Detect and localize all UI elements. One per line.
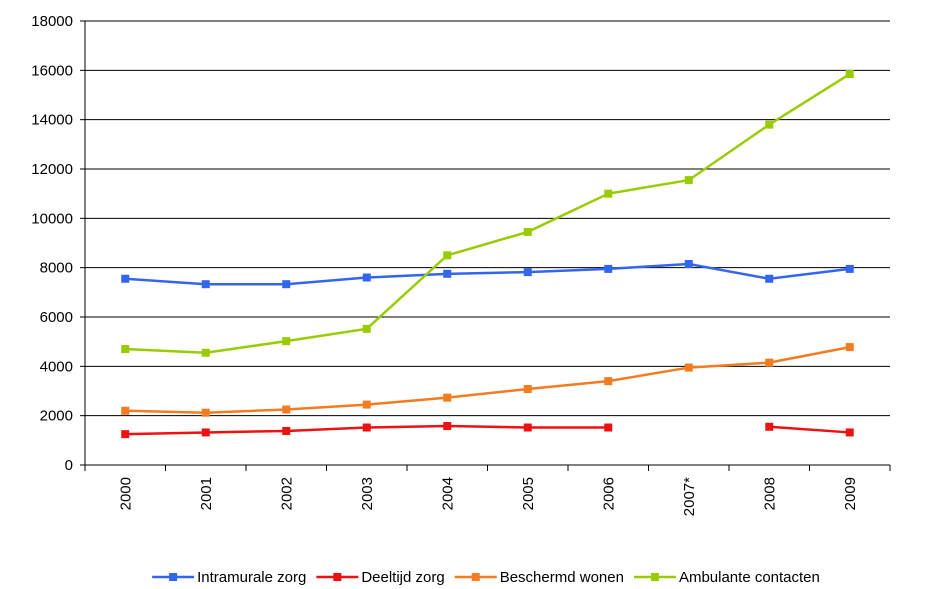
y-tick-label: 2000 [40,408,73,425]
x-tick-label: 2001 [198,477,215,510]
point-marker [201,280,210,289]
x-tick-label: 2009 [842,477,859,510]
point-marker [523,423,532,432]
legend: Intramurale zorg Deeltijd zorg Beschermd w… [152,569,820,586]
legend-label: Beschermd wonen [500,569,624,586]
point-marker [121,430,130,439]
point-marker [443,269,452,278]
x-tick-label: 2007* [681,477,698,516]
y-tick-label: 4000 [40,358,73,375]
series-line [125,345,850,414]
point-marker [684,259,693,268]
series-line [125,262,850,286]
point-marker [684,176,693,185]
point-marker [362,400,371,409]
point-marker [845,70,854,79]
point-marker [523,227,532,236]
y-tick-label: 10000 [31,210,73,227]
y-tick-label: 18000 [31,13,73,30]
legend-label: Deeltijd zorg [361,569,444,586]
y-tick-label: 12000 [31,161,73,178]
point-marker [845,264,854,273]
y-tick-label: 6000 [40,309,73,326]
y-tick-label: 16000 [31,62,73,79]
y-tick-label: 14000 [31,112,73,129]
point-marker [845,343,854,352]
point-marker [765,422,774,431]
point-marker [282,280,291,289]
point-marker [604,189,613,198]
point-marker [604,377,613,386]
legend-marker [650,573,659,581]
point-marker [684,363,693,372]
point-marker [121,274,130,283]
point-marker [845,428,854,437]
point-marker [121,406,130,415]
point-marker [604,423,613,432]
point-marker [201,408,210,417]
legend-marker [169,573,178,581]
point-marker [362,423,371,432]
point-marker [765,274,774,283]
legend-marker [471,573,480,581]
point-marker [201,428,210,437]
series-line [125,424,850,436]
point-marker [362,324,371,333]
y-tick-label: 0 [65,457,73,474]
x-tick-label: 2000 [117,477,134,510]
y-tick-label: 8000 [40,260,73,277]
x-tick-label: 2003 [359,477,376,510]
point-marker [523,268,532,277]
series-line [125,72,851,355]
point-marker [282,405,291,414]
x-tick-label: 2008 [761,477,778,510]
legend-label: Ambulante contacten [679,569,820,586]
point-marker [443,251,452,260]
x-tick-label: 2005 [520,477,537,510]
legend-marker [333,573,342,581]
x-tick-label: 2002 [278,477,295,510]
point-marker [362,273,371,282]
x-tick-label: 2006 [600,477,617,510]
point-marker [765,120,774,129]
point-marker [443,422,452,431]
point-marker [765,358,774,367]
point-marker [121,345,130,354]
x-tick-label: 2004 [439,477,456,510]
point-marker [201,348,210,357]
point-marker [604,264,613,273]
point-marker [523,385,532,394]
point-marker [443,393,452,402]
legend-label: Intramurale zorg [197,569,306,586]
point-marker [282,337,291,346]
point-marker [282,426,291,435]
